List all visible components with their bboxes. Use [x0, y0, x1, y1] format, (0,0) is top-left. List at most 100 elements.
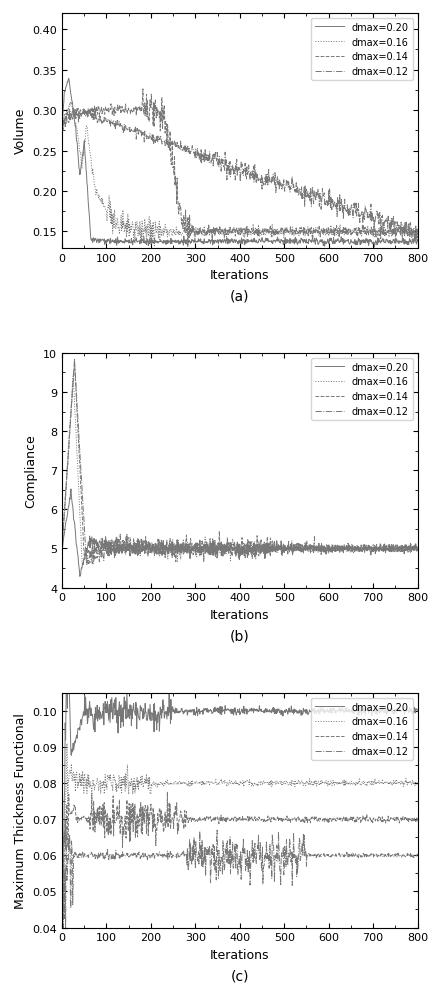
- dmax=0.20: [60, 542, 65, 554]
- dmax=0.16: [267, 778, 272, 790]
- dmax=0.20: [286, 239, 292, 250]
- X-axis label: Iterations: Iterations: [210, 608, 270, 621]
- dmax=0.16: [60, 944, 65, 956]
- dmax=0.14: [267, 546, 272, 558]
- dmax=0.12: [393, 236, 398, 248]
- dmax=0.14: [287, 227, 292, 239]
- dmax=0.16: [330, 540, 335, 552]
- dmax=0.20: [77, 571, 83, 582]
- dmax=0.12: [366, 542, 372, 554]
- Y-axis label: Maximum Thickness Functional: Maximum Thickness Functional: [14, 713, 27, 909]
- dmax=0.14: [276, 815, 281, 827]
- Text: (c): (c): [231, 968, 249, 982]
- dmax=0.14: [366, 814, 371, 826]
- dmax=0.14: [415, 226, 420, 238]
- dmax=0.14: [60, 115, 65, 127]
- dmax=0.20: [366, 241, 371, 252]
- dmax=0.16: [287, 228, 292, 240]
- dmax=0.14: [185, 242, 191, 253]
- dmax=0.14: [287, 544, 292, 556]
- Line: dmax=0.12: dmax=0.12: [62, 109, 418, 242]
- dmax=0.20: [267, 236, 272, 248]
- dmax=0.14: [267, 814, 272, 826]
- dmax=0.12: [276, 177, 281, 189]
- dmax=0.12: [72, 353, 77, 365]
- dmax=0.14: [415, 545, 420, 557]
- Legend: dmax=0.20, dmax=0.16, dmax=0.14, dmax=0.12: dmax=0.20, dmax=0.16, dmax=0.14, dmax=0.…: [311, 358, 413, 420]
- dmax=0.20: [60, 114, 65, 126]
- dmax=0.14: [366, 226, 372, 238]
- dmax=0.20: [276, 235, 281, 247]
- dmax=0.12: [330, 848, 335, 860]
- dmax=0.14: [276, 545, 282, 557]
- X-axis label: Iterations: Iterations: [210, 268, 270, 281]
- dmax=0.20: [69, 483, 74, 495]
- dmax=0.14: [82, 552, 88, 564]
- dmax=0.20: [330, 237, 335, 248]
- dmax=0.12: [71, 103, 76, 115]
- dmax=0.20: [267, 707, 272, 719]
- dmax=0.16: [415, 546, 420, 558]
- dmax=0.20: [276, 705, 281, 717]
- Text: (b): (b): [230, 628, 250, 642]
- dmax=0.16: [82, 768, 88, 780]
- dmax=0.20: [66, 74, 71, 85]
- Line: dmax=0.14: dmax=0.14: [62, 792, 418, 941]
- Text: (a): (a): [230, 289, 250, 303]
- Line: dmax=0.20: dmax=0.20: [62, 645, 418, 898]
- dmax=0.16: [276, 777, 281, 789]
- Y-axis label: Compliance: Compliance: [25, 434, 38, 508]
- dmax=0.20: [415, 706, 420, 718]
- dmax=0.20: [330, 541, 335, 553]
- dmax=0.20: [267, 541, 272, 553]
- dmax=0.14: [72, 357, 77, 369]
- dmax=0.14: [286, 815, 292, 827]
- Line: dmax=0.16: dmax=0.16: [62, 377, 418, 566]
- dmax=0.12: [82, 529, 88, 541]
- dmax=0.20: [83, 549, 88, 561]
- dmax=0.20: [60, 892, 65, 904]
- dmax=0.16: [366, 540, 372, 552]
- dmax=0.12: [83, 849, 88, 861]
- dmax=0.12: [276, 542, 282, 554]
- Line: dmax=0.20: dmax=0.20: [62, 80, 418, 248]
- dmax=0.14: [173, 556, 179, 568]
- dmax=0.12: [415, 233, 420, 245]
- dmax=0.14: [60, 935, 65, 947]
- dmax=0.14: [366, 545, 372, 557]
- dmax=0.16: [267, 542, 272, 554]
- Line: dmax=0.12: dmax=0.12: [62, 359, 418, 565]
- dmax=0.16: [82, 135, 88, 147]
- dmax=0.16: [366, 776, 371, 788]
- dmax=0.20: [82, 690, 88, 702]
- dmax=0.12: [267, 177, 272, 189]
- dmax=0.12: [287, 833, 292, 845]
- dmax=0.16: [276, 546, 282, 558]
- dmax=0.20: [82, 143, 88, 155]
- dmax=0.20: [372, 242, 377, 253]
- dmax=0.12: [330, 545, 335, 557]
- dmax=0.20: [330, 708, 335, 720]
- Line: dmax=0.14: dmax=0.14: [62, 363, 418, 562]
- dmax=0.12: [415, 544, 420, 556]
- dmax=0.12: [60, 534, 65, 546]
- Y-axis label: Volume: Volume: [14, 108, 27, 154]
- Line: dmax=0.16: dmax=0.16: [62, 744, 418, 950]
- dmax=0.20: [366, 542, 372, 554]
- dmax=0.12: [63, 821, 69, 833]
- dmax=0.12: [267, 846, 272, 858]
- dmax=0.14: [60, 536, 65, 548]
- dmax=0.12: [60, 121, 65, 133]
- dmax=0.16: [415, 228, 420, 240]
- dmax=0.12: [330, 194, 335, 206]
- Line: dmax=0.12: dmax=0.12: [62, 827, 418, 946]
- dmax=0.14: [330, 227, 335, 239]
- dmax=0.12: [90, 559, 95, 571]
- dmax=0.16: [60, 119, 65, 131]
- dmax=0.16: [69, 97, 74, 109]
- dmax=0.20: [415, 237, 420, 248]
- dmax=0.14: [330, 812, 335, 824]
- dmax=0.14: [165, 786, 170, 798]
- Line: dmax=0.20: dmax=0.20: [62, 489, 418, 577]
- dmax=0.20: [415, 543, 420, 555]
